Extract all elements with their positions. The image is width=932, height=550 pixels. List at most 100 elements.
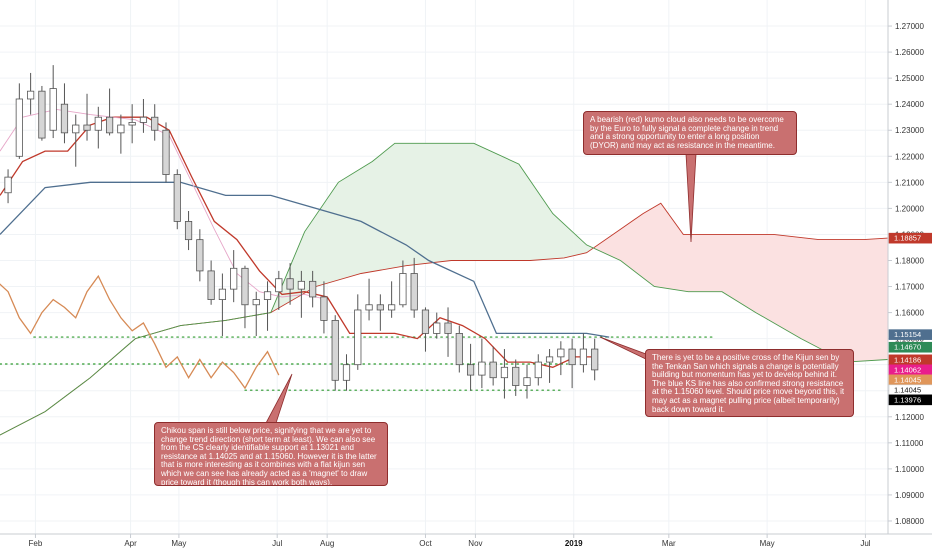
candle-up[interactable] <box>275 278 283 293</box>
price-tick-label: 1.23000 <box>895 126 924 135</box>
time-tick-label: Feb <box>29 539 43 548</box>
time-tick-label: 2019 <box>565 539 583 548</box>
price-tick-label: 1.22000 <box>895 152 924 161</box>
time-tick-label: Jul <box>272 539 282 548</box>
candle-up[interactable] <box>230 267 238 290</box>
price-tag-label: 1.18857 <box>894 234 921 243</box>
price-tick-label: 1.21000 <box>895 178 924 187</box>
callout-bearish-cloud[interactable]: A bearish (red) kumo cloud also needs to… <box>583 111 797 155</box>
price-tag-label: 1.14670 <box>894 343 921 352</box>
candle-down[interactable] <box>207 270 215 300</box>
candle-down[interactable] <box>173 174 181 222</box>
candle-up[interactable] <box>545 356 554 363</box>
price-axis[interactable]: 1.080001.090001.100001.110001.120001.130… <box>887 0 924 534</box>
candle-down[interactable] <box>83 124 91 131</box>
candle-up[interactable] <box>117 124 125 134</box>
candle-up[interactable] <box>534 361 542 379</box>
candle-up[interactable] <box>4 176 12 194</box>
cloud-fill-bullish <box>0 143 592 435</box>
candle-down[interactable] <box>455 333 463 366</box>
price-tag: 1.14062 <box>888 364 932 376</box>
price-tick-label: 1.17000 <box>895 283 924 292</box>
candle-up[interactable] <box>478 361 486 376</box>
candle-up[interactable] <box>433 322 441 334</box>
price-tags: 1.188571.151541.146701.141861.140621.140… <box>888 232 932 406</box>
price-tick-label: 1.10000 <box>895 465 924 474</box>
kumo-cloud <box>0 142 889 436</box>
candle-down[interactable] <box>196 239 204 272</box>
candle-up[interactable] <box>388 304 396 311</box>
candle-down[interactable] <box>60 103 69 134</box>
candle-up[interactable] <box>27 90 35 100</box>
price-tick-label: 1.26000 <box>895 48 924 57</box>
price-tick-label: 1.16000 <box>895 309 924 318</box>
price-tick-label: 1.18000 <box>895 256 924 265</box>
time-tick-label: Mar <box>662 539 676 548</box>
candle-down[interactable] <box>444 322 452 334</box>
candle-up[interactable] <box>365 304 373 311</box>
price-tag: 1.14186 <box>888 354 932 366</box>
candle-up[interactable] <box>500 366 509 379</box>
callout-chikou-span[interactable]: Chikou span is still below price, signif… <box>154 422 388 486</box>
candle-down[interactable] <box>466 364 475 376</box>
candle-down[interactable] <box>162 129 170 175</box>
price-tag-label: 1.13976 <box>894 395 921 404</box>
candle-up[interactable] <box>579 348 588 366</box>
candle-down[interactable] <box>591 348 599 371</box>
time-tick-label: Nov <box>468 539 482 548</box>
candle-down[interactable] <box>38 90 46 139</box>
candle-down[interactable] <box>331 319 339 381</box>
price-tag-label: 1.15154 <box>894 330 921 339</box>
time-axis[interactable]: Feb Apr May Jul Aug Oct Nov 2019 Mar May Jul <box>0 533 932 548</box>
price-tag-box <box>888 232 932 244</box>
candle-down[interactable] <box>421 309 430 334</box>
price-tag-label: 1.14045 <box>894 375 921 384</box>
candle-up[interactable] <box>342 364 351 381</box>
price-tag: 1.14045 <box>888 384 932 396</box>
candle-down[interactable] <box>376 304 384 311</box>
candle-up[interactable] <box>252 299 260 306</box>
candle-up[interactable] <box>263 291 272 300</box>
price-tag-box <box>888 341 932 353</box>
chikou-line <box>0 274 280 390</box>
candle-down[interactable] <box>568 348 576 366</box>
candle-down[interactable] <box>105 116 114 134</box>
candle-down[interactable] <box>184 221 193 241</box>
candles[interactable] <box>4 65 599 399</box>
candle-up[interactable] <box>523 377 531 386</box>
candle-down[interactable] <box>241 267 249 306</box>
candle-up[interactable] <box>218 288 227 300</box>
time-tick-label: Oct <box>419 539 432 548</box>
candle-up[interactable] <box>128 122 136 126</box>
candle-up[interactable] <box>94 116 102 131</box>
candle-up[interactable] <box>354 309 362 366</box>
candle-down[interactable] <box>309 280 317 298</box>
candle-up[interactable] <box>49 88 57 131</box>
price-tick-label: 1.09000 <box>895 491 924 500</box>
time-tick-label: May <box>760 539 775 548</box>
candle-down[interactable] <box>512 366 520 386</box>
callout-chikou-span-pointer <box>265 373 293 424</box>
candle-down[interactable] <box>151 116 159 131</box>
price-tick-label: 1.11000 <box>895 439 924 448</box>
price-tag: 1.18857 <box>888 232 932 244</box>
candle-down[interactable] <box>286 278 294 290</box>
price-tag: 1.15154 <box>888 329 932 340</box>
candle-up[interactable] <box>139 116 148 123</box>
price-tag-box <box>888 329 932 340</box>
time-tick-label: Aug <box>320 539 334 548</box>
candle-up[interactable] <box>297 280 305 290</box>
price-tag-label: 1.14062 <box>894 365 921 374</box>
time-tick-label: Apr <box>124 539 137 548</box>
candle-up[interactable] <box>557 348 565 358</box>
price-tick-label: 1.12000 <box>895 413 924 422</box>
candle-down[interactable] <box>489 361 497 379</box>
candle-up[interactable] <box>399 273 407 306</box>
candle-up[interactable] <box>15 98 23 157</box>
candle-up[interactable] <box>72 124 80 134</box>
price-tag: 1.13976 <box>888 394 932 406</box>
candle-down[interactable] <box>320 296 328 321</box>
callout-tenkan-kijun[interactable]: There is yet to be a positive cross of t… <box>645 349 854 417</box>
candle-down[interactable] <box>410 273 418 311</box>
